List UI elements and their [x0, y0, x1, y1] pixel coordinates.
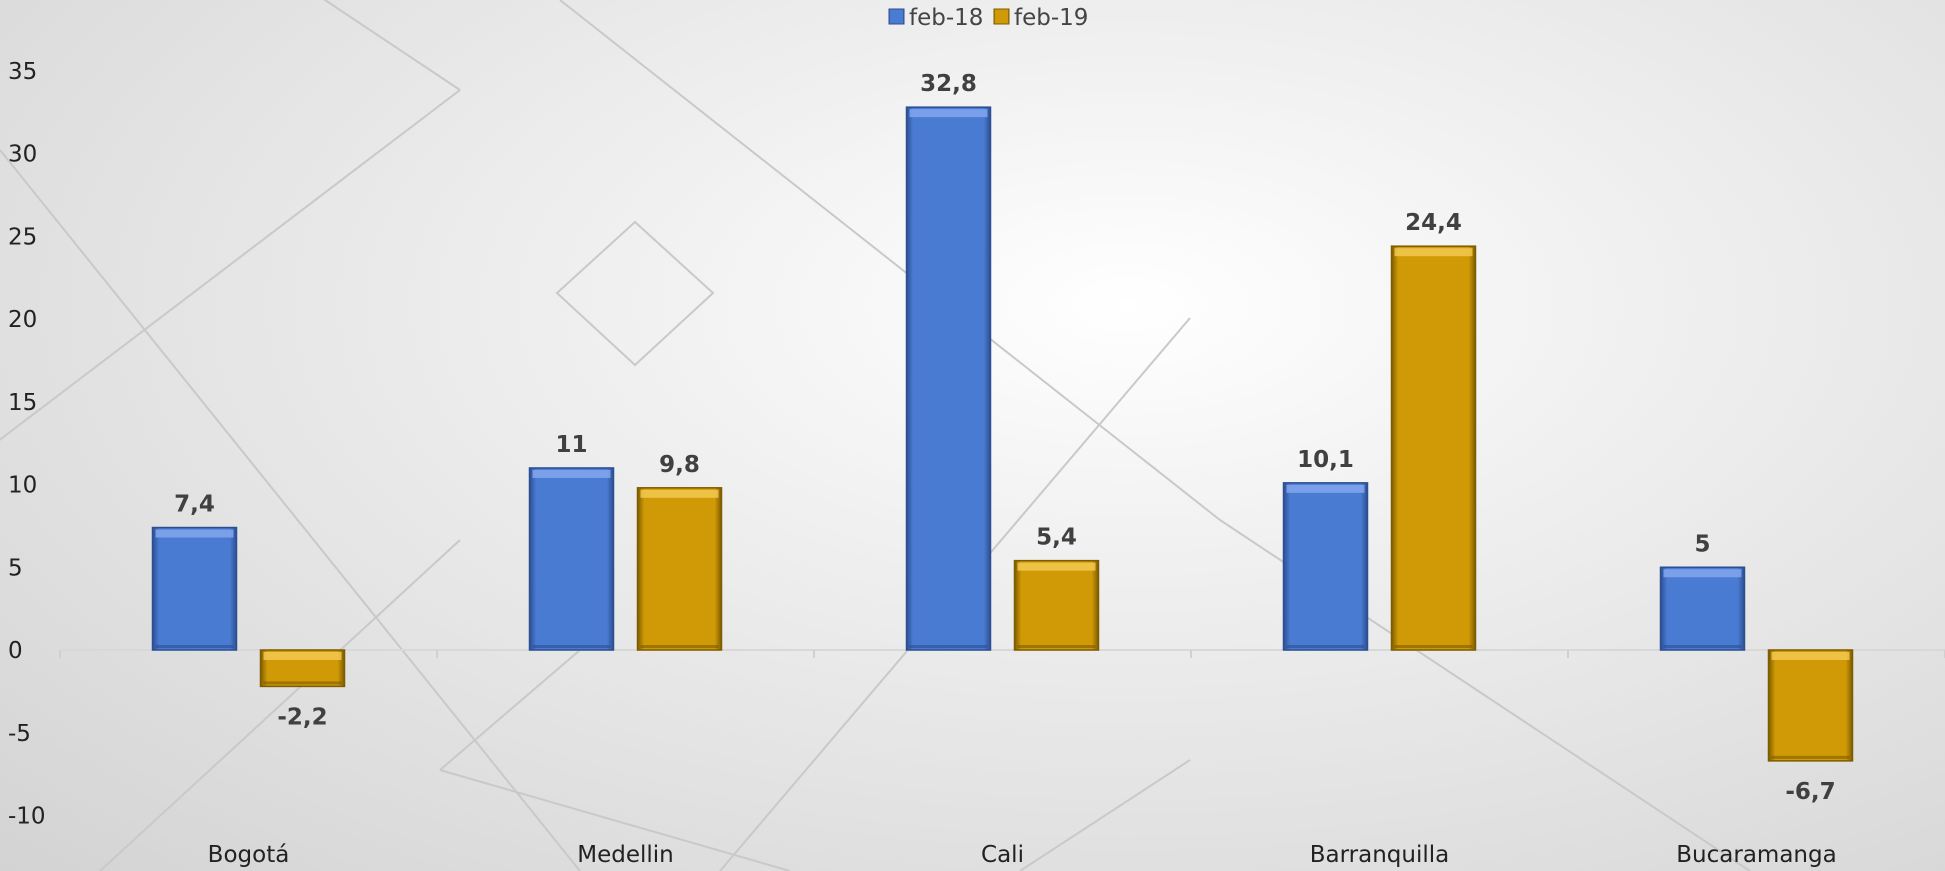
x-tick-label: Bogotá [208, 842, 290, 868]
legend-swatch-feb-19 [993, 8, 1010, 25]
x-tick-label: Medellin [577, 842, 674, 868]
y-tick-label: 30 [8, 142, 37, 168]
bar-shade [1394, 645, 1473, 648]
background-decoration [0, 0, 1751, 871]
data-label: 7,4 [174, 492, 215, 518]
bar-feb-18-Medellin [528, 467, 615, 651]
bar-shade [532, 645, 611, 648]
bar-feb-19-Bucaramanga [1767, 649, 1854, 762]
y-tick-label: 35 [8, 59, 37, 85]
y-tick-label: -5 [8, 721, 31, 747]
bar-feb-19-Medellin [636, 487, 723, 651]
data-label: 11 [555, 432, 587, 458]
bar-bevel [1017, 562, 1096, 571]
data-label: 9,8 [659, 452, 700, 478]
data-label: 5,4 [1036, 525, 1077, 551]
bar-shade [1663, 645, 1742, 648]
legend-swatch-feb-18 [888, 8, 905, 25]
x-tick-label: Bucaramanga [1676, 842, 1836, 868]
bar-bevel [1286, 484, 1365, 493]
bar-feb-18-Cali [905, 106, 992, 651]
bar-shade [1771, 755, 1850, 759]
y-tick-label: 10 [8, 473, 37, 499]
legend-label: feb-18 [909, 5, 983, 31]
bar-shade [909, 645, 988, 648]
bar-bevel [909, 109, 988, 118]
bar-bevel [1771, 652, 1850, 660]
y-tick-label: 15 [8, 390, 37, 416]
data-label: 10,1 [1297, 447, 1354, 473]
bar-feb-18-Barranquilla [1282, 482, 1369, 651]
bar-bevel [263, 652, 342, 660]
data-label: -6,7 [1785, 779, 1835, 805]
y-tick-label: 20 [8, 307, 37, 333]
bar-shade [1286, 645, 1365, 648]
legend: feb-18 feb-19 [888, 5, 1088, 31]
x-tick-label: Cali [981, 842, 1024, 868]
bar-shade [640, 645, 719, 648]
bar-feb-18-Bogotá [151, 526, 238, 651]
bar-feb-19-Cali [1013, 559, 1100, 651]
y-tick-label: 0 [8, 638, 23, 664]
bar-shade [1017, 645, 1096, 648]
bar-bevel [1663, 569, 1742, 578]
x-tick-label: Barranquilla [1310, 842, 1450, 868]
y-tick-label: 5 [8, 555, 23, 581]
bar-feb-19-Barranquilla [1390, 245, 1477, 651]
bar-bevel [532, 469, 611, 478]
bar-shade [155, 645, 234, 648]
data-label: 32,8 [920, 71, 977, 97]
bar-feb-18-Bucaramanga [1659, 566, 1746, 651]
legend-label: feb-19 [1014, 5, 1088, 31]
y-tick-label: 25 [8, 224, 37, 250]
y-tick-label: -10 [8, 804, 46, 830]
bar-bevel [1394, 248, 1473, 257]
bar-bevel [640, 489, 719, 498]
bar-bevel [155, 529, 234, 538]
data-label: 24,4 [1405, 210, 1462, 236]
data-label: -2,2 [277, 704, 327, 730]
bar-shade [263, 681, 342, 685]
data-label: 5 [1694, 531, 1710, 557]
